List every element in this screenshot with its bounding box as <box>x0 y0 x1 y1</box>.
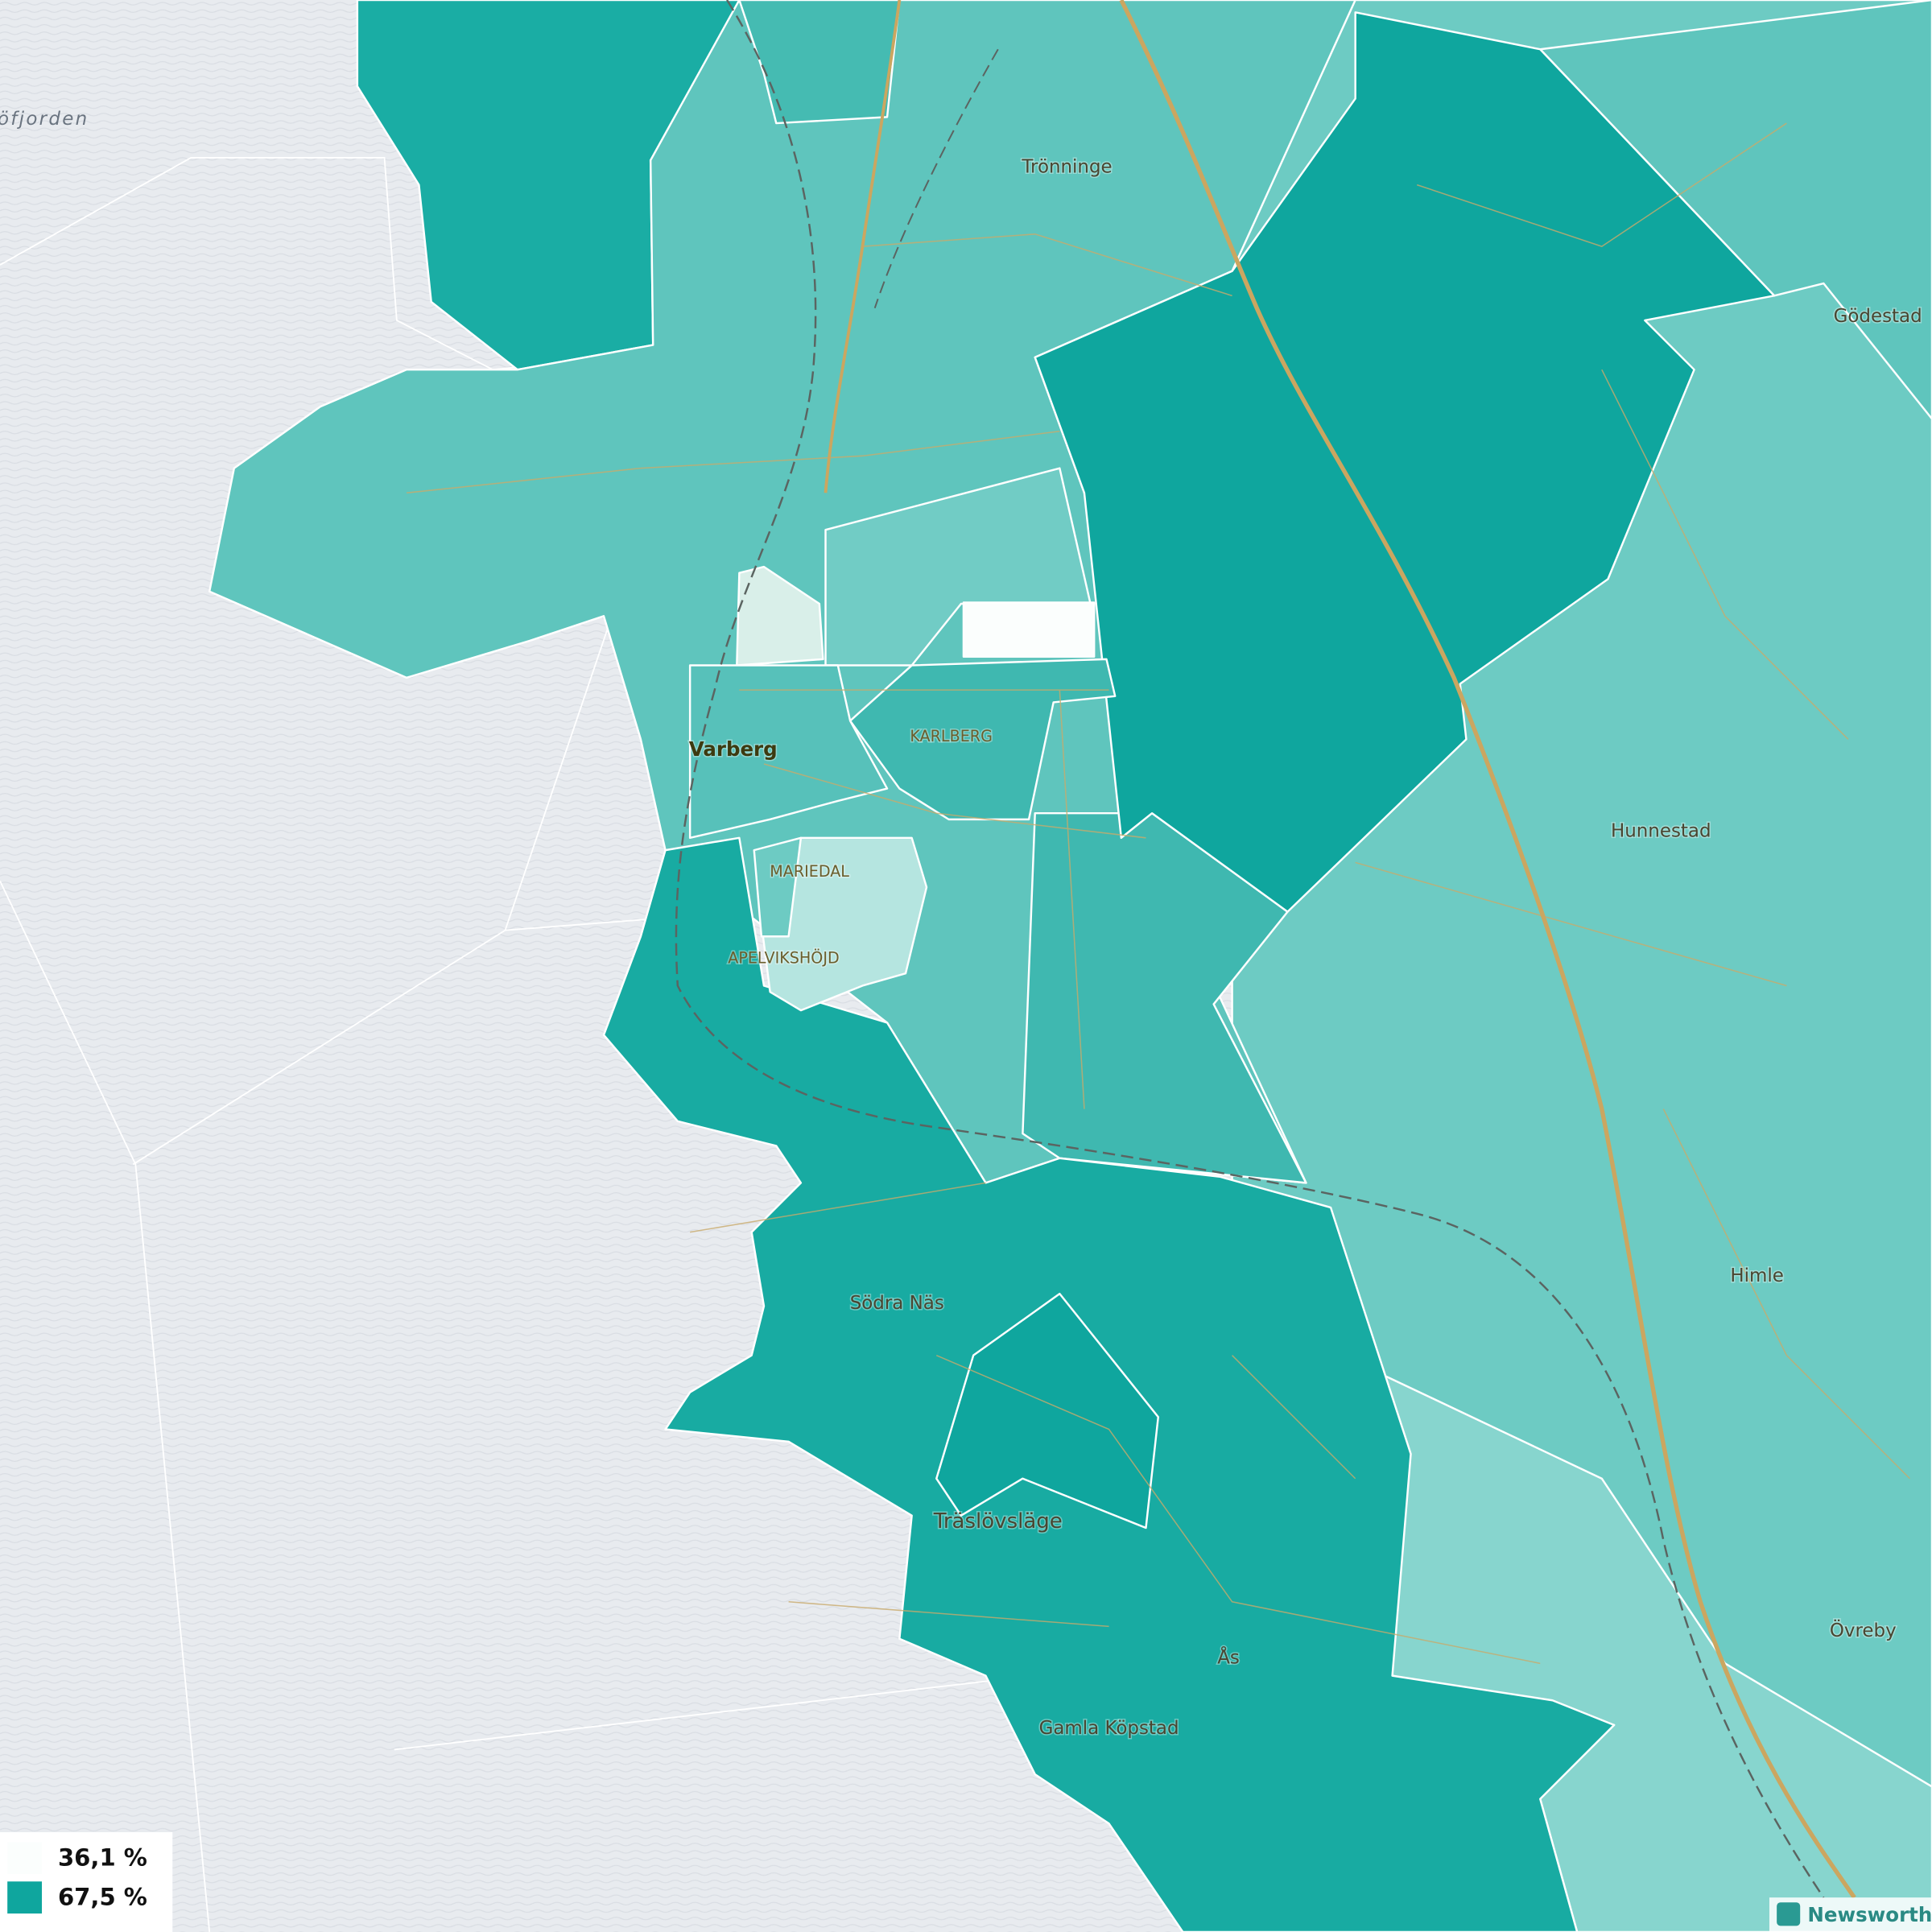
legend-label: 67,5 % <box>58 1884 147 1911</box>
place-label: Hunnestad <box>1611 821 1711 842</box>
region <box>962 601 1096 658</box>
legend: 36,1 % 67,5 % <box>0 1832 173 1932</box>
place-labels: Trönninge Gödestad Hunnestad Varberg KAR… <box>687 155 1923 1740</box>
place-label: Varberg <box>689 737 778 761</box>
place-label: Gödestad <box>1834 306 1922 327</box>
brand: Newsworthy <box>1769 1897 1932 1932</box>
place-label: Södra Näs <box>850 1293 944 1314</box>
place-label: Ås <box>1217 1646 1240 1669</box>
place-label: MARIEDAL <box>770 862 849 881</box>
place-label: Övreby <box>1830 1619 1897 1641</box>
region <box>760 836 928 1012</box>
place-label: APELVIKSHÖJD <box>728 948 839 967</box>
region <box>688 664 889 840</box>
sea-boundaries <box>0 157 1035 1932</box>
place-label: KARLBERG <box>910 727 993 745</box>
region <box>1034 11 1776 913</box>
regions <box>208 0 1932 1932</box>
region <box>753 836 803 938</box>
legend-swatch <box>7 1842 43 1875</box>
brand-icon <box>1777 1902 1801 1926</box>
place-label: Gamla Köpstad <box>1039 1718 1179 1739</box>
legend-swatch <box>7 1881 43 1914</box>
place-label: Himle <box>1730 1265 1783 1286</box>
legend-label: 36,1 % <box>58 1844 147 1872</box>
water-label: öfjorden <box>0 109 89 130</box>
region <box>738 0 901 125</box>
region <box>736 565 824 667</box>
roads <box>407 0 1910 1899</box>
place-label: Träslövsläge <box>933 1509 1063 1534</box>
brand-name: Newsworthy <box>1807 1903 1932 1926</box>
region <box>935 1292 1159 1530</box>
region <box>848 658 1117 821</box>
place-label: Trönninge <box>1021 157 1112 178</box>
